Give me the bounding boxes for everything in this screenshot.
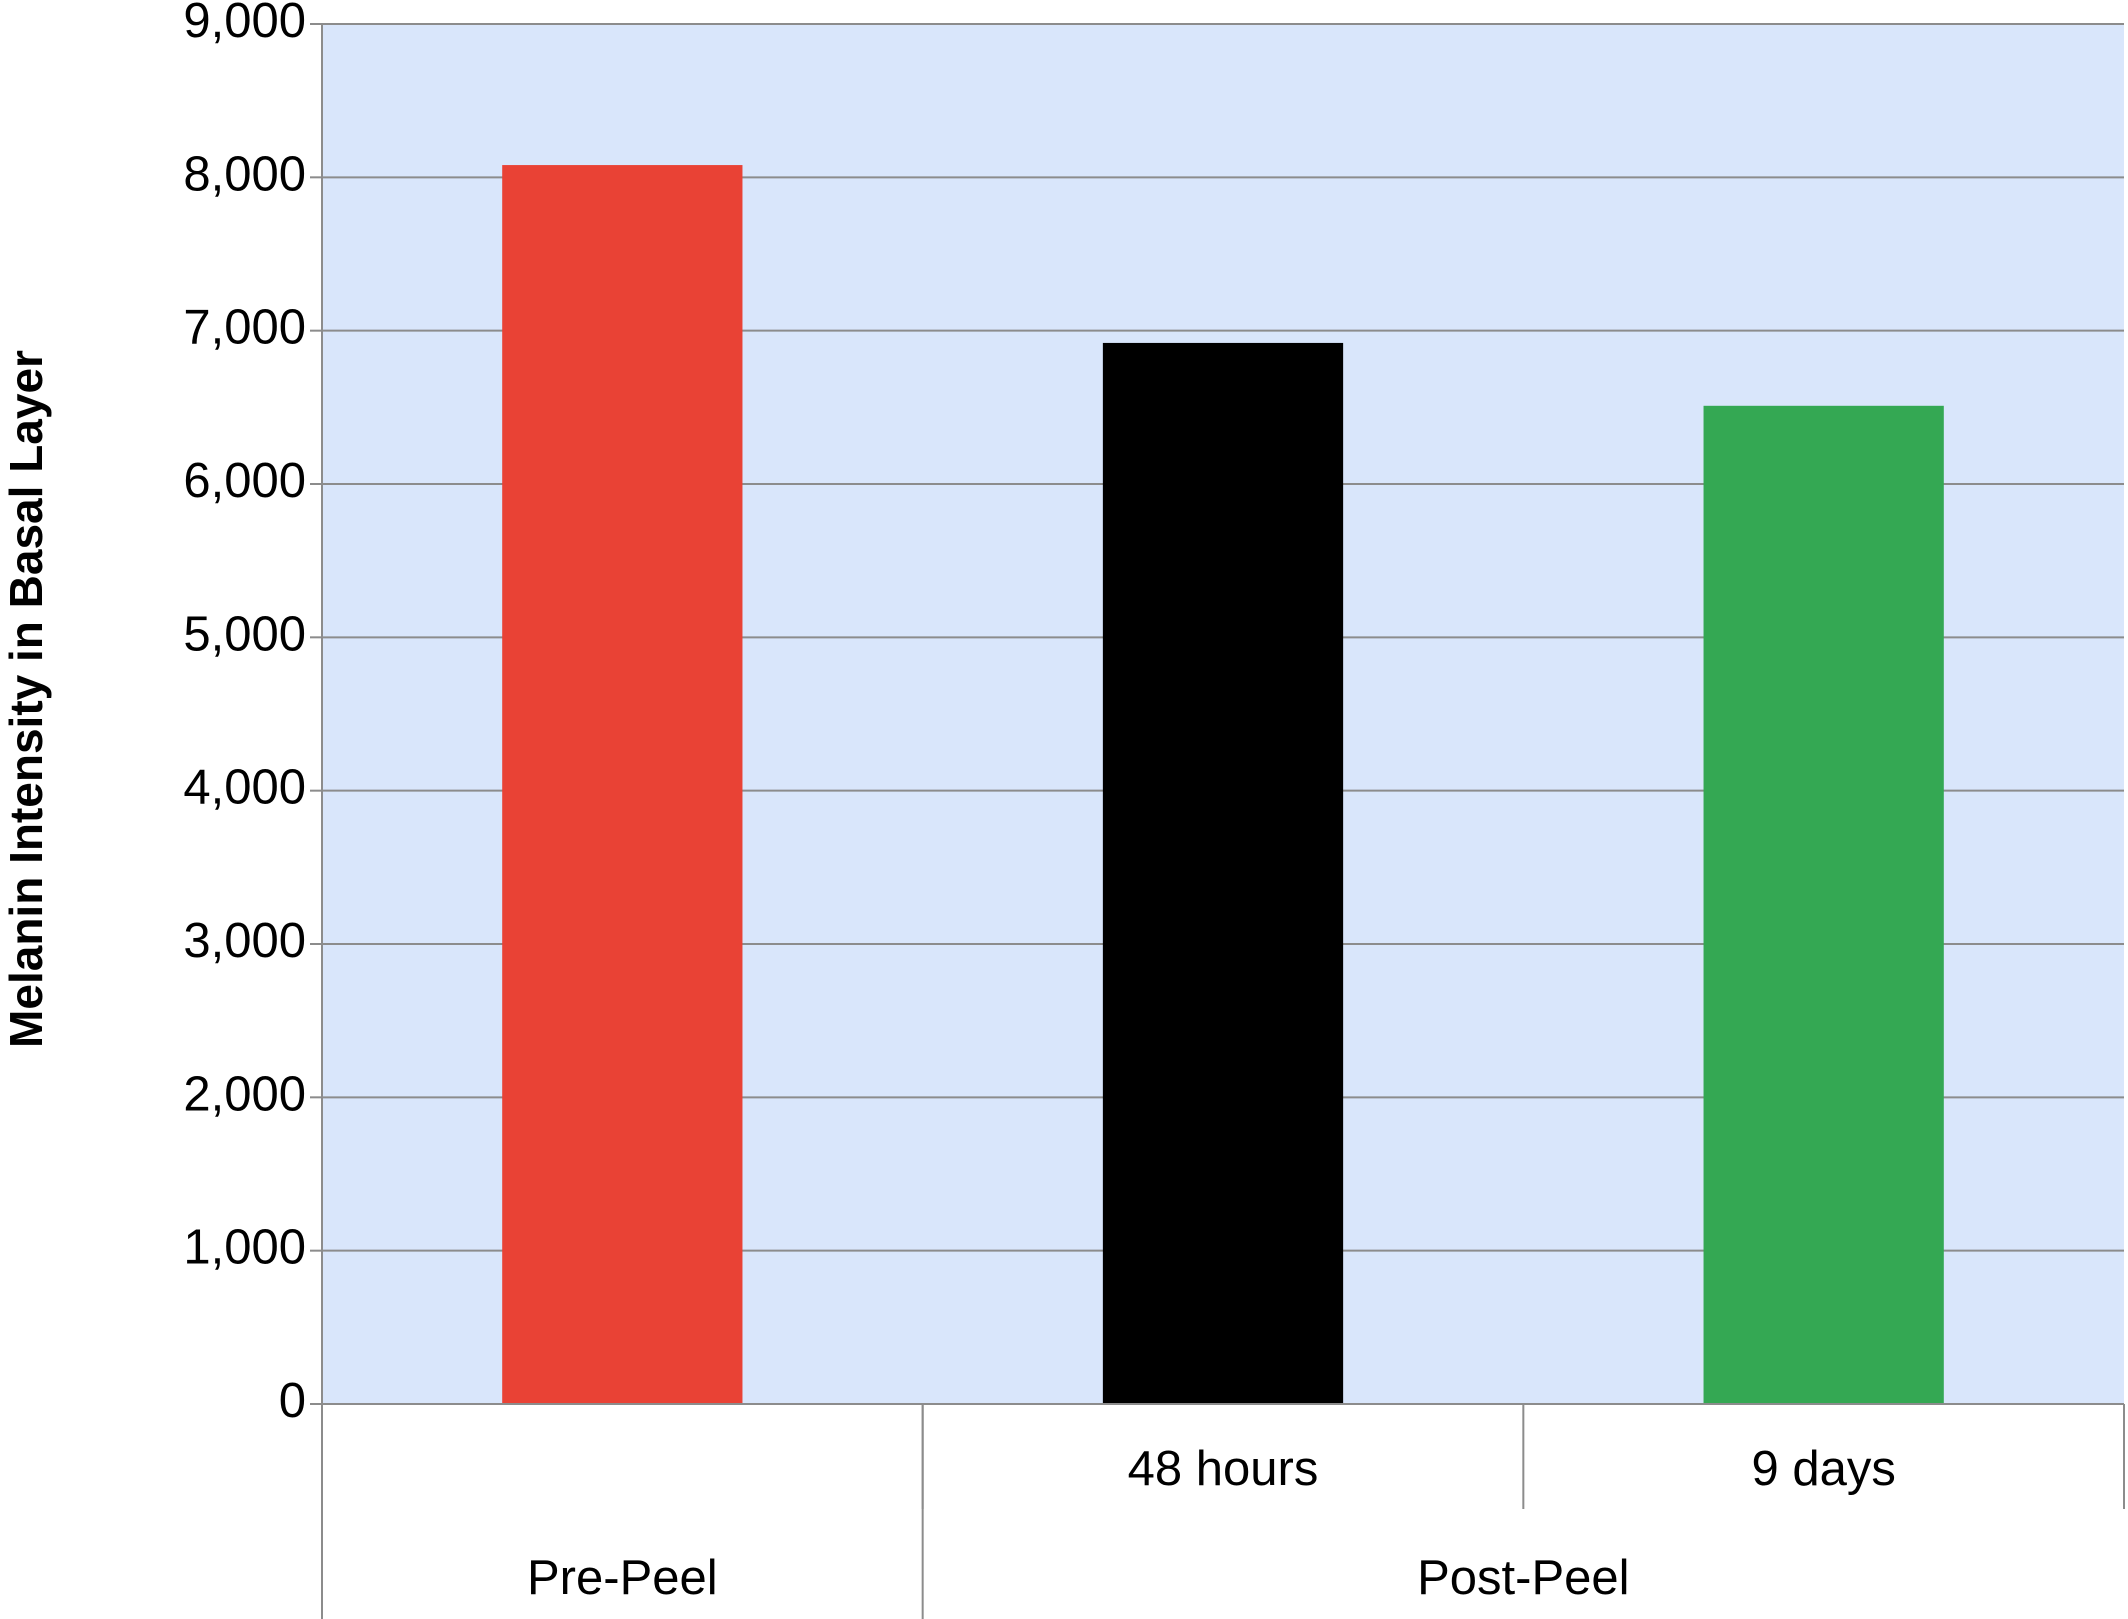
y-tick-label: 2,000 bbox=[183, 1067, 306, 1121]
bar bbox=[1102, 342, 1344, 1404]
y-tick-label: 0 bbox=[279, 1374, 306, 1428]
y-tick-label: 8,000 bbox=[183, 147, 306, 201]
group-label: Post-Peel bbox=[1417, 1551, 1629, 1605]
x-tick-label: 48 hours bbox=[1128, 1442, 1319, 1496]
y-tick-label: 6,000 bbox=[183, 454, 306, 508]
y-tick-label: 3,000 bbox=[183, 914, 306, 968]
group-label: Pre-Peel bbox=[527, 1551, 718, 1605]
y-tick-label: 4,000 bbox=[183, 761, 306, 815]
bar bbox=[1703, 405, 1944, 1404]
bar bbox=[502, 165, 743, 1405]
y-tick-label: 7,000 bbox=[183, 301, 306, 355]
x-tick-label: 9 days bbox=[1751, 1442, 1895, 1496]
y-tick-label: 5,000 bbox=[183, 607, 306, 661]
y-tick-label: 1,000 bbox=[183, 1221, 306, 1275]
y-tick-label: 9,000 bbox=[183, 0, 306, 48]
y-axis-title: Melanin Intensity in Basal Layer bbox=[0, 350, 52, 1048]
